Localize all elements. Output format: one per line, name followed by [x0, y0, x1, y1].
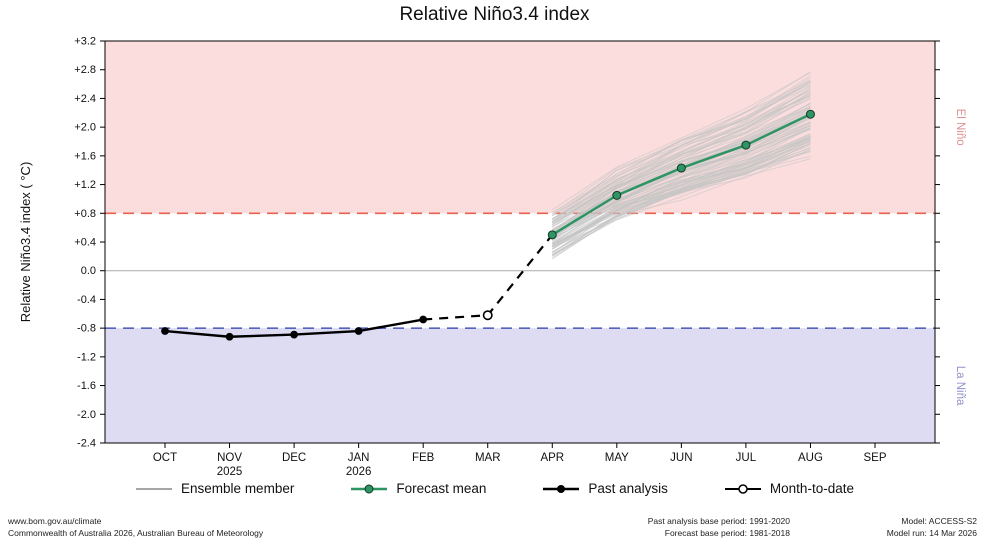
footer-past-base-period: Past analysis base period: 1991-2020: [647, 516, 790, 526]
svg-text:OCT: OCT: [153, 452, 177, 464]
svg-text:-2.0: -2.0: [77, 409, 96, 421]
legend-label-ensemble: Ensemble member: [181, 481, 295, 496]
svg-text:+3.2: +3.2: [74, 36, 96, 48]
svg-text:+0.8: +0.8: [74, 208, 96, 220]
legend-item-forecast-mean: Forecast mean: [350, 481, 486, 496]
svg-text:JUN: JUN: [670, 452, 692, 464]
ensemble-line-icon: [136, 487, 173, 490]
legend-label-past-analysis: Past analysis: [588, 481, 668, 496]
month-to-date-line-icon: [724, 483, 761, 494]
svg-text:-1.6: -1.6: [77, 380, 96, 392]
legend-label-forecast-mean: Forecast mean: [396, 481, 487, 496]
chart-canvas: -2.4 -2.0 -1.6 -1.2 -0.8 -0.4 0.0 +0.4 +0.8 +1.2 +…: [18, 36, 966, 479]
footer-copyright: Commonwealth of Australia 2026, Australi…: [8, 527, 264, 538]
footer-source: www.bom.gov.au/climate Commonwealth of A…: [8, 516, 263, 539]
footer-base-periods: Past analysis base period: 1991-2020 For…: [648, 516, 790, 539]
svg-text:MAR: MAR: [475, 452, 501, 464]
legend-item-month-to-date: Month-to-date: [724, 481, 854, 496]
footer-forecast-base-period: Forecast base period: 1981-2018: [664, 527, 790, 538]
footer: www.bom.gov.au/climate Commonwealth of A…: [0, 514, 989, 540]
footer-model-info: Model: ACCESS-S2 Model run: 14 Mar 2026: [887, 516, 977, 539]
svg-text:NOV: NOV: [217, 452, 242, 464]
chart-title: Relative Niño3.4 index: [399, 4, 590, 25]
footer-model: Model: ACCESS-S2: [901, 516, 977, 526]
svg-text:+1.6: +1.6: [74, 150, 96, 162]
svg-text:2025: 2025: [217, 466, 243, 478]
svg-text:-0.8: -0.8: [77, 323, 96, 335]
svg-text:+0.4: +0.4: [74, 237, 96, 249]
svg-text:-2.4: -2.4: [77, 438, 96, 450]
forecast-mean-line-icon: [351, 484, 388, 493]
svg-text:+1.2: +1.2: [74, 179, 96, 191]
svg-text:Relative Niño3.4 index ( °C): Relative Niño3.4 index ( °C): [18, 162, 33, 323]
legend-label-month-to-date: Month-to-date: [769, 481, 854, 496]
svg-text:MAY: MAY: [605, 452, 629, 464]
svg-text:-1.2: -1.2: [77, 351, 96, 363]
svg-text:0.0: 0.0: [81, 265, 96, 277]
svg-text:SEP: SEP: [863, 452, 886, 464]
svg-text:-0.4: -0.4: [77, 294, 96, 306]
svg-text:La Niña: La Niña: [954, 366, 966, 406]
legend: Ensemble member Forecast mean Past analy…: [0, 481, 989, 496]
svg-text:APR: APR: [540, 452, 564, 464]
footer-model-run: Model run: 14 Mar 2026: [886, 527, 977, 538]
svg-text:AUG: AUG: [798, 452, 823, 464]
svg-text:El Niño: El Niño: [954, 109, 966, 146]
legend-item-past-analysis: Past analysis: [542, 481, 668, 496]
svg-text:+2.4: +2.4: [74, 93, 96, 105]
svg-text:FEB: FEB: [412, 452, 435, 464]
svg-text:JUL: JUL: [736, 452, 757, 464]
past-analysis-line-icon: [543, 484, 580, 493]
legend-item-ensemble: Ensemble member: [135, 481, 294, 496]
svg-text:+2.8: +2.8: [74, 64, 96, 76]
svg-text:+2.0: +2.0: [74, 122, 96, 134]
svg-text:2026: 2026: [346, 466, 372, 478]
svg-text:JAN: JAN: [348, 452, 370, 464]
svg-text:DEC: DEC: [282, 452, 306, 464]
footer-url: www.bom.gov.au/climate: [8, 516, 102, 526]
